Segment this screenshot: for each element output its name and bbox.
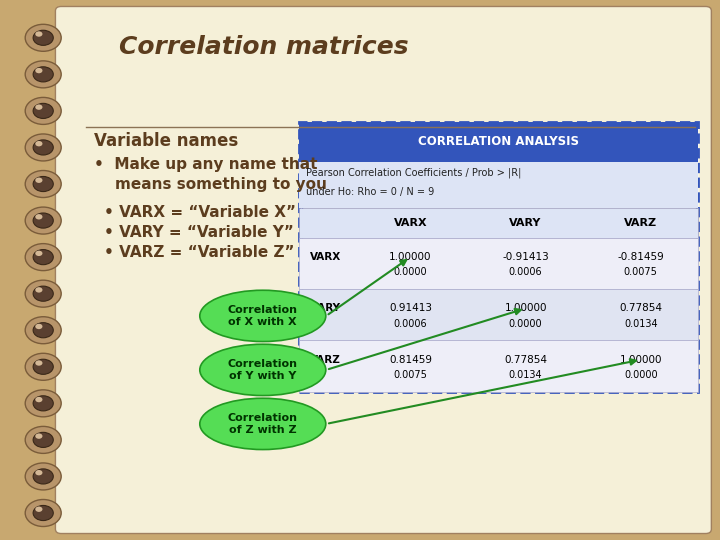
Text: Correlation
of Z with Z: Correlation of Z with Z (228, 413, 298, 435)
Ellipse shape (200, 399, 325, 449)
Circle shape (25, 390, 61, 417)
Text: -0.81459: -0.81459 (618, 252, 664, 262)
Circle shape (25, 24, 61, 51)
Circle shape (33, 103, 53, 118)
Circle shape (35, 397, 42, 402)
Circle shape (25, 427, 61, 454)
FancyBboxPatch shape (299, 238, 698, 289)
FancyBboxPatch shape (55, 6, 711, 534)
Text: • VARY = “Variable Y”: • VARY = “Variable Y” (104, 225, 294, 240)
Circle shape (33, 505, 53, 521)
Circle shape (33, 433, 53, 448)
Circle shape (33, 396, 53, 411)
Text: 0.0075: 0.0075 (393, 370, 428, 380)
Circle shape (33, 213, 53, 228)
Text: 0.81459: 0.81459 (389, 355, 432, 365)
Circle shape (25, 317, 61, 344)
Text: 0.0075: 0.0075 (624, 267, 658, 278)
Text: VARZ: VARZ (310, 355, 341, 365)
Circle shape (33, 177, 53, 192)
Circle shape (25, 97, 61, 124)
Text: •  Make up any name that: • Make up any name that (94, 157, 317, 172)
Circle shape (33, 323, 53, 338)
Circle shape (25, 500, 61, 526)
Circle shape (25, 463, 61, 490)
FancyBboxPatch shape (299, 208, 698, 238)
Text: CORRELATION ANALYSIS: CORRELATION ANALYSIS (418, 135, 579, 148)
FancyBboxPatch shape (299, 340, 698, 392)
Circle shape (25, 353, 61, 380)
Circle shape (35, 104, 42, 110)
Text: 1.00000: 1.00000 (619, 355, 662, 365)
Circle shape (25, 134, 61, 161)
Text: 0.0006: 0.0006 (509, 267, 542, 278)
Circle shape (35, 141, 42, 146)
Circle shape (35, 68, 42, 73)
Text: 0.0134: 0.0134 (509, 370, 542, 380)
Circle shape (35, 434, 42, 439)
Text: under Ho: Rho = 0 / N = 9: under Ho: Rho = 0 / N = 9 (306, 187, 434, 197)
Text: VARX: VARX (310, 252, 341, 262)
Circle shape (33, 67, 53, 82)
Circle shape (35, 324, 42, 329)
FancyBboxPatch shape (299, 289, 698, 340)
Text: 0.0134: 0.0134 (624, 319, 657, 329)
Text: Correlation
of X with X: Correlation of X with X (228, 305, 298, 327)
Text: 1.00000: 1.00000 (504, 303, 547, 313)
Circle shape (35, 470, 42, 475)
Text: VARY: VARY (510, 218, 541, 228)
Circle shape (25, 171, 61, 198)
Circle shape (33, 30, 53, 45)
Circle shape (33, 249, 53, 265)
Text: 1.00000: 1.00000 (389, 252, 432, 262)
Ellipse shape (200, 291, 325, 342)
Text: VARZ: VARZ (624, 218, 657, 228)
Text: 0.0006: 0.0006 (394, 319, 427, 329)
Ellipse shape (200, 345, 325, 395)
Text: means something to you: means something to you (94, 177, 326, 192)
Circle shape (35, 214, 42, 219)
Text: 0.77854: 0.77854 (504, 355, 547, 365)
Text: Correlation
of Y with Y: Correlation of Y with Y (228, 359, 298, 381)
Text: VARY: VARY (311, 303, 341, 313)
Text: 0.0000: 0.0000 (394, 267, 427, 278)
Text: 0.0000: 0.0000 (624, 370, 657, 380)
Text: 0.0000: 0.0000 (509, 319, 542, 329)
Circle shape (35, 507, 42, 512)
Circle shape (25, 244, 61, 271)
Circle shape (35, 178, 42, 183)
Circle shape (35, 31, 42, 37)
Circle shape (25, 280, 61, 307)
Circle shape (33, 286, 53, 301)
Text: • VARX = “Variable X”: • VARX = “Variable X” (104, 205, 297, 220)
Text: 0.91413: 0.91413 (389, 303, 432, 313)
Text: 0.77854: 0.77854 (619, 303, 662, 313)
FancyBboxPatch shape (299, 122, 698, 162)
Circle shape (35, 287, 42, 293)
Circle shape (33, 140, 53, 155)
Text: • VARZ = “Variable Z”: • VARZ = “Variable Z” (104, 245, 295, 260)
Text: Correlation matrices: Correlation matrices (119, 35, 408, 59)
Circle shape (25, 61, 61, 88)
Text: Variable names: Variable names (94, 132, 238, 150)
FancyBboxPatch shape (299, 122, 698, 392)
Circle shape (35, 360, 42, 366)
Text: VARX: VARX (394, 218, 427, 228)
Circle shape (25, 207, 61, 234)
FancyBboxPatch shape (299, 162, 698, 208)
Circle shape (33, 359, 53, 374)
Circle shape (35, 251, 42, 256)
Text: -0.91413: -0.91413 (503, 252, 549, 262)
Text: Pearson Correlation Coefficients / Prob > |R|: Pearson Correlation Coefficients / Prob … (306, 167, 521, 178)
Circle shape (33, 469, 53, 484)
